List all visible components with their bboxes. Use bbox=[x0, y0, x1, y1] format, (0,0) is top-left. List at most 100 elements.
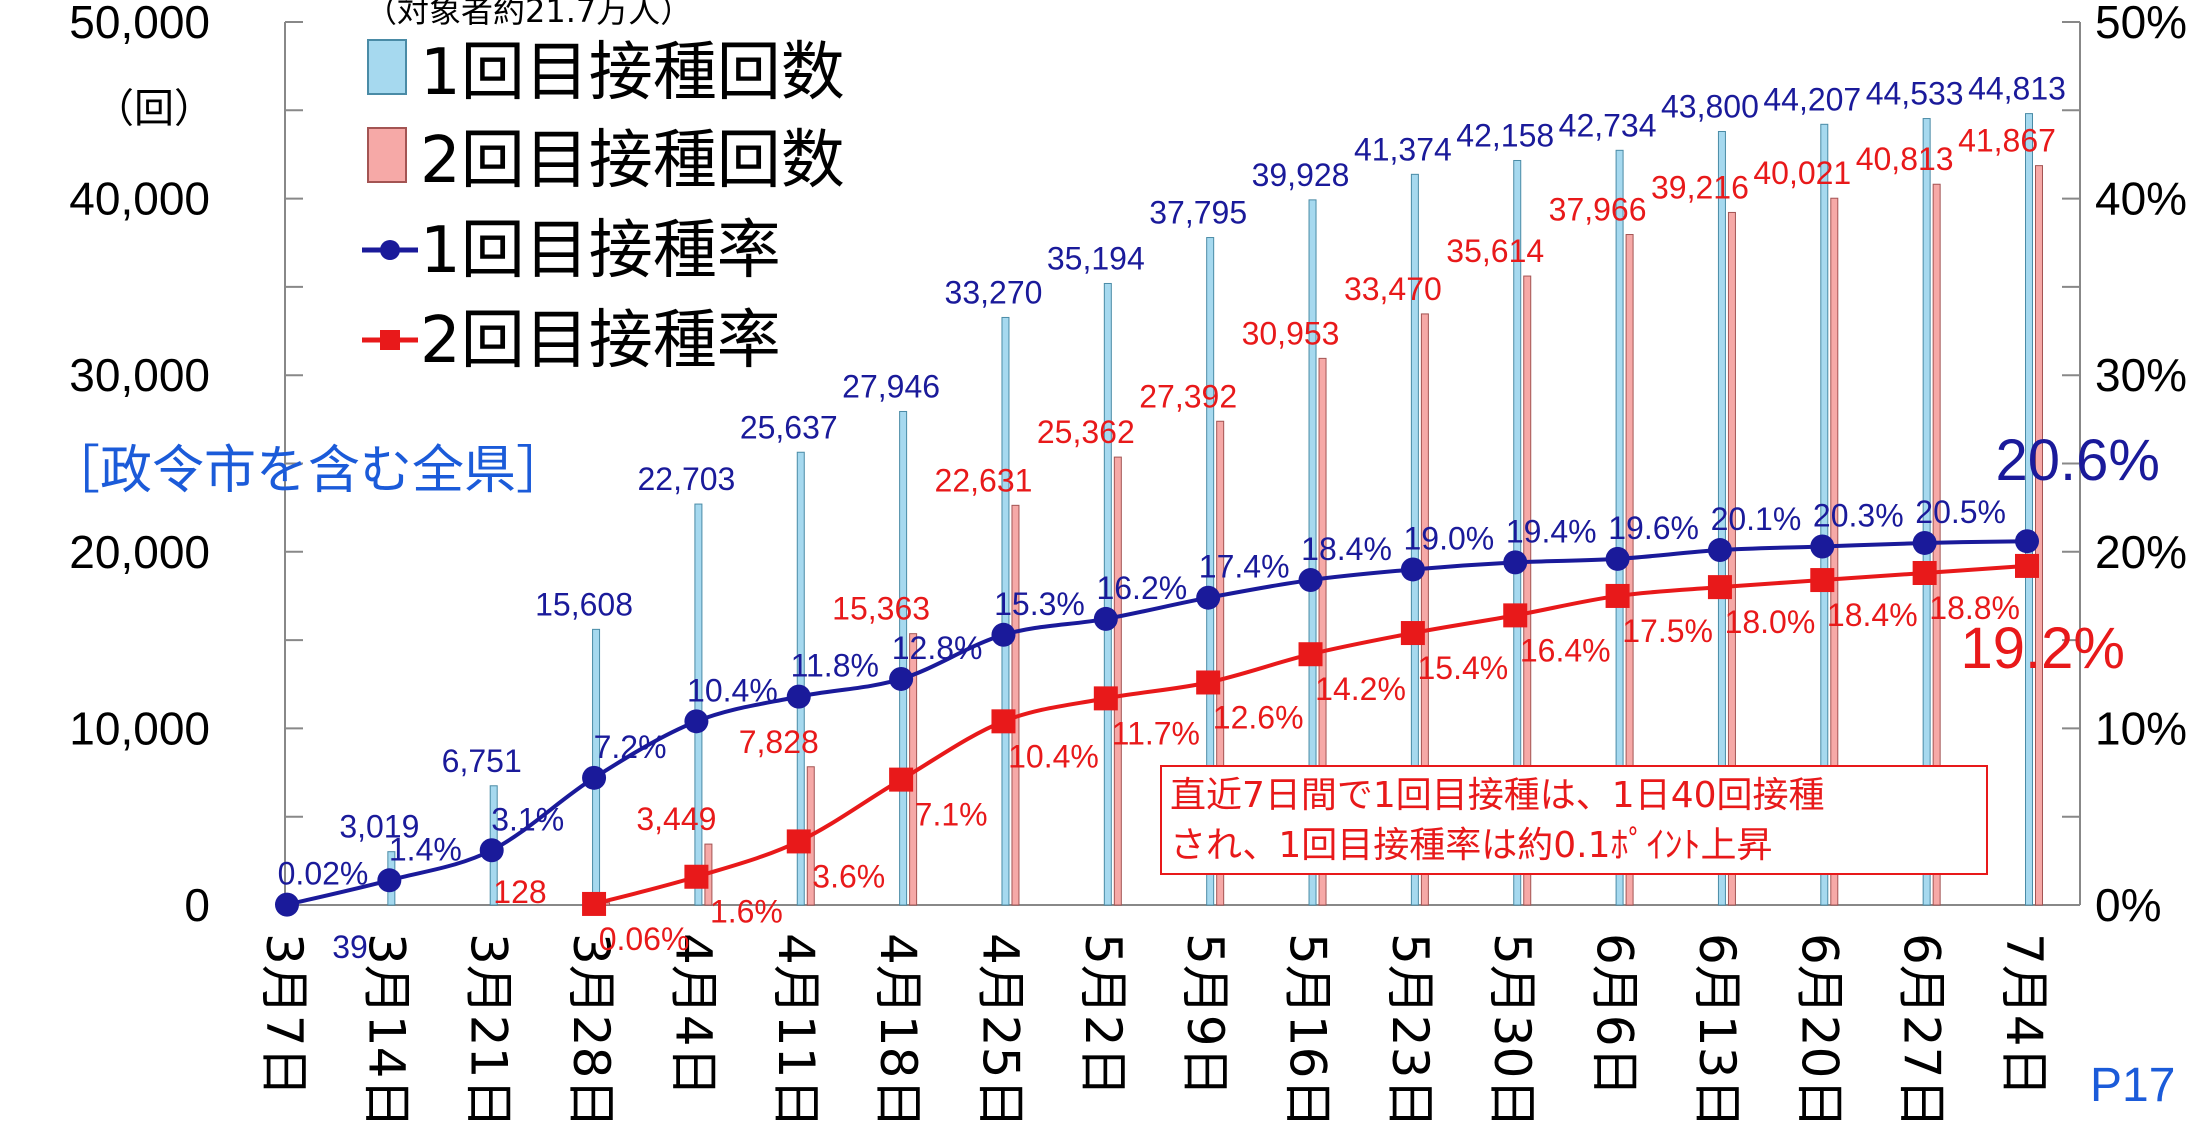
bar-dose1 bbox=[1922, 118, 1931, 906]
label-dose2-count: 40,021 bbox=[1753, 155, 1851, 191]
label-dose1-count: 39,928 bbox=[1252, 157, 1350, 193]
label-dose1-rate: 17.4% bbox=[1199, 549, 1290, 585]
bar-dose2 bbox=[1727, 211, 1736, 906]
point-dose2-rate bbox=[1810, 568, 1835, 593]
label-dose2-rate: 0.06% bbox=[599, 921, 690, 957]
y-left-tick-label: 40,000 bbox=[69, 173, 210, 225]
x-tick-label: 5月30日 bbox=[1483, 933, 1541, 1128]
label-dose2-count: 27,392 bbox=[1139, 378, 1237, 414]
label-dose1-count: 3,019 bbox=[339, 809, 419, 845]
label-dose1-rate: 19.4% bbox=[1506, 513, 1597, 549]
label-dose1-count: 15,608 bbox=[535, 586, 633, 622]
x-tick-label: 3月7日 bbox=[255, 933, 313, 1097]
point-dose2-rate bbox=[1707, 575, 1732, 600]
label-dose2-rate: 10.4% bbox=[1008, 738, 1099, 774]
label-dose1-count: 42,158 bbox=[1456, 117, 1554, 153]
label-dose2-rate: 11.7% bbox=[1112, 715, 1200, 751]
legend-label-dose1-count: 1回目接種回数 bbox=[420, 36, 845, 110]
x-tick-label: 3月14日 bbox=[357, 933, 415, 1128]
bar-dose1 bbox=[694, 503, 703, 906]
label-dose2-rate: 17.5% bbox=[1622, 613, 1713, 649]
y-right-tick-label: 50% bbox=[2095, 0, 2187, 48]
label-dose2-rate: 18.4% bbox=[1827, 597, 1918, 633]
point-dose1-rate bbox=[2015, 529, 2039, 554]
label-dose1-count: 41,374 bbox=[1354, 131, 1452, 167]
label-dose1-count: 37,795 bbox=[1149, 195, 1247, 231]
label-dose1-count: 44,207 bbox=[1763, 81, 1861, 117]
y-right-tick-label: 20% bbox=[2095, 526, 2187, 578]
legend-label-dose2-count: 2回目接種回数 bbox=[420, 124, 845, 198]
label-dose1-rate: 20.5% bbox=[1915, 494, 2006, 530]
point-dose1-rate bbox=[1810, 534, 1835, 559]
label-dose2-count: 37,966 bbox=[1549, 192, 1647, 228]
bar-dose1 bbox=[1717, 130, 1726, 906]
bar-dose2 bbox=[1625, 234, 1634, 906]
x-tick-label: 7月4日 bbox=[1995, 933, 2053, 1097]
point-dose1-rate bbox=[786, 684, 811, 709]
bar-dose2 bbox=[1113, 456, 1122, 906]
axes: 010,00020,00030,00040,00050,0000%10%20%3… bbox=[69, 0, 2187, 1128]
point-dose2-rate bbox=[1503, 603, 1528, 628]
point-dose1-rate bbox=[1298, 568, 1323, 593]
point-dose1-rate bbox=[1605, 546, 1630, 571]
bar-dose2 bbox=[1011, 504, 1020, 906]
label-dose1-rate: 12.8% bbox=[892, 630, 983, 666]
y-left-tick-label: 0 bbox=[184, 879, 210, 931]
bar-dose1 bbox=[1820, 123, 1829, 906]
label-dose1-count: 27,946 bbox=[842, 368, 940, 404]
bar-dose2 bbox=[1216, 420, 1225, 906]
point-dose2-rate bbox=[991, 709, 1016, 734]
point-dose1-rate bbox=[377, 868, 402, 893]
label-dose1-count: 44,813 bbox=[1968, 71, 2066, 107]
label-dose1-rate: 0.02% bbox=[278, 856, 369, 892]
x-tick-label: 3月21日 bbox=[460, 933, 518, 1128]
point-dose1-rate bbox=[1503, 550, 1528, 575]
label-dose2-count: 15,363 bbox=[832, 591, 930, 627]
bar-dose2 bbox=[1318, 357, 1327, 906]
label-dose2-rate-latest: 19.2% bbox=[1961, 616, 2125, 681]
label-dose2-count: 22,631 bbox=[935, 462, 1033, 498]
label-dose2-rate: 7.1% bbox=[915, 797, 988, 833]
x-tick-label: 4月25日 bbox=[971, 933, 1029, 1128]
label-dose1-rate-latest: 20.6% bbox=[1996, 428, 2160, 493]
label-dose2-count: 35,614 bbox=[1446, 233, 1544, 269]
label-dose1-count: 22,703 bbox=[637, 461, 735, 497]
label-dose2-count: 30,953 bbox=[1242, 315, 1340, 351]
y-right-tick-label: 40% bbox=[2095, 173, 2187, 225]
label-dose1-count: 25,637 bbox=[740, 409, 838, 445]
label-dose1-count: 42,734 bbox=[1559, 107, 1657, 143]
label-dose1-count: 43,800 bbox=[1661, 88, 1759, 124]
point-dose1-rate bbox=[582, 765, 607, 790]
bar-dose2 bbox=[1523, 275, 1532, 906]
x-tick-label: 6月13日 bbox=[1688, 933, 1746, 1128]
label-dose2-count: 3,449 bbox=[636, 801, 716, 837]
legend-label-dose2-rate: 2回目接種率 bbox=[420, 304, 781, 378]
bar-dose1 bbox=[796, 451, 805, 906]
x-tick-label: 6月20日 bbox=[1790, 933, 1848, 1128]
label-dose2-rate: 18.0% bbox=[1725, 604, 1816, 640]
label-dose2-rate: 3.6% bbox=[812, 858, 885, 894]
label-dose1-count: 33,270 bbox=[945, 274, 1043, 310]
label-dose1-count: 39 bbox=[332, 929, 368, 965]
point-dose1-rate bbox=[1400, 557, 1425, 582]
point-dose2-rate bbox=[889, 767, 914, 792]
label-dose2-count: 7,828 bbox=[739, 724, 819, 760]
label-dose1-rate: 11.8% bbox=[791, 648, 879, 684]
bar-dose1 bbox=[899, 410, 908, 906]
legend-swatch-dose2-rate-marker bbox=[380, 330, 400, 350]
bar-dose1 bbox=[1615, 149, 1624, 906]
page-number: P17 bbox=[2090, 1059, 2176, 1112]
label-dose1-rate: 20.3% bbox=[1813, 498, 1904, 534]
annotation-line-1: 直近7日間で1回目接種は、1日40回接種 bbox=[1170, 775, 1825, 816]
label-dose1-rate: 16.2% bbox=[1096, 570, 1187, 606]
label-dose2-rate: 18.8% bbox=[1929, 590, 2020, 626]
point-dose2-rate bbox=[1912, 560, 1937, 585]
label-dose1-rate: 3.1% bbox=[491, 801, 564, 837]
label-dose2-count: 39,216 bbox=[1651, 169, 1749, 205]
point-dose1-rate bbox=[275, 892, 299, 917]
legend-swatch-dose1-rate-marker bbox=[380, 240, 400, 260]
legend-swatch-dose1-count bbox=[367, 39, 407, 95]
label-dose1-rate: 1.4% bbox=[389, 831, 462, 867]
x-tick-label: 5月23日 bbox=[1381, 933, 1439, 1128]
x-tick-label: 5月9日 bbox=[1176, 933, 1234, 1097]
